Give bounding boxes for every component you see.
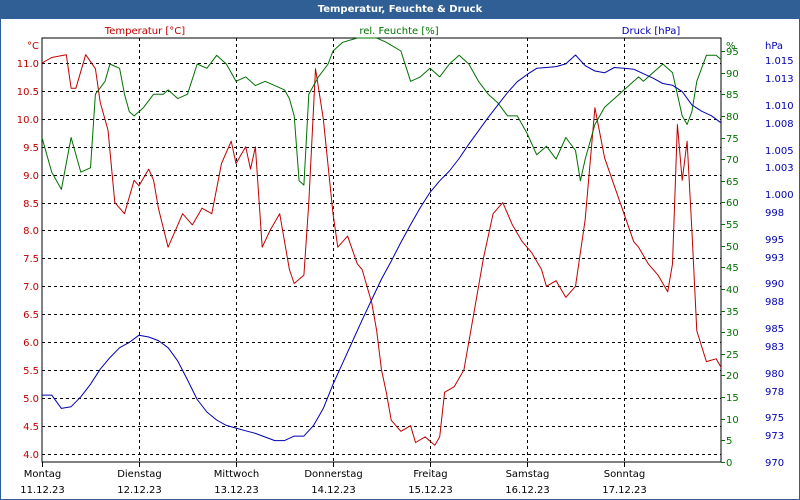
pressure-tick-label: 1.015 bbox=[765, 56, 794, 67]
pressure-tick-label: 985 bbox=[765, 324, 784, 335]
humidity-tick-label: 60 bbox=[726, 198, 739, 209]
temperature-tick-label: 9.5 bbox=[23, 143, 39, 154]
temperature-tick-label: 10.0 bbox=[17, 115, 39, 126]
humidity-tick-label: 75 bbox=[726, 134, 739, 145]
plot-area bbox=[41, 37, 722, 463]
x-day-label: Mittwoch bbox=[214, 469, 259, 480]
temperature-tick-label: 11.0 bbox=[17, 59, 39, 70]
humidity-tick-label: 30 bbox=[726, 328, 739, 339]
x-date-label: 17.12.23 bbox=[602, 485, 647, 496]
temperature-tick-label: 9.0 bbox=[23, 171, 39, 182]
temperature-tick-label: 6.0 bbox=[23, 338, 39, 349]
x-day-label: Montag bbox=[24, 469, 61, 480]
pressure-tick-label: 990 bbox=[765, 279, 784, 290]
x-date-label: 16.12.23 bbox=[505, 485, 550, 496]
humidity-tick-label: 85 bbox=[726, 90, 739, 101]
humidity-tick-label: 45 bbox=[726, 263, 739, 274]
humidity-tick-label: 35 bbox=[726, 307, 739, 318]
humidity-unit-label: % bbox=[726, 41, 736, 52]
legend-humidity: rel. Feuchte [%] bbox=[359, 26, 438, 37]
pressure-tick-label: 983 bbox=[765, 342, 784, 353]
temperature-tick-label: 4.5 bbox=[23, 422, 39, 433]
humidity-tick-label: 65 bbox=[726, 177, 739, 188]
temperature-tick-label: 8.0 bbox=[23, 226, 39, 237]
x-date-label: 13.12.23 bbox=[214, 485, 259, 496]
chart-title: Temperatur, Feuchte & Druck bbox=[1, 1, 799, 19]
legend-temperature: Temperatur [°C] bbox=[104, 26, 185, 37]
humidity-tick-label: 40 bbox=[726, 285, 739, 296]
temperature-tick-label: 10.5 bbox=[17, 87, 39, 98]
x-day-label: Sonntag bbox=[604, 469, 646, 480]
pressure-tick-label: 973 bbox=[765, 431, 784, 442]
humidity-tick-label: 20 bbox=[726, 371, 739, 382]
temperature-tick-label: 7.5 bbox=[23, 254, 39, 265]
temperature-unit-label: °C bbox=[27, 41, 39, 52]
pressure-series-line bbox=[42, 54, 722, 442]
x-date-label: 14.12.23 bbox=[311, 485, 356, 496]
humidity-series-line bbox=[41, 37, 722, 190]
pressure-tick-label: 993 bbox=[765, 253, 784, 264]
humidity-tick-label: 15 bbox=[726, 393, 739, 404]
humidity-tick-label: 80 bbox=[726, 112, 739, 123]
pressure-tick-label: 998 bbox=[765, 208, 784, 219]
temperature-tick-label: 4.0 bbox=[23, 450, 39, 461]
humidity-tick-label: 5 bbox=[726, 436, 732, 447]
x-day-label: Donnerstag bbox=[304, 469, 362, 480]
temperature-tick-label: 8.5 bbox=[23, 199, 39, 210]
humidity-tick-label: 0 bbox=[726, 458, 732, 469]
humidity-tick-label: 55 bbox=[726, 220, 739, 231]
pressure-tick-label: 978 bbox=[765, 387, 784, 398]
temperature-tick-label: 5.0 bbox=[23, 394, 39, 405]
humidity-tick-label: 90 bbox=[726, 69, 739, 80]
humidity-tick-label: 70 bbox=[726, 155, 739, 166]
x-date-label: 15.12.23 bbox=[408, 485, 453, 496]
pressure-tick-label: 1.003 bbox=[765, 163, 794, 174]
pressure-tick-label: 1.008 bbox=[765, 119, 794, 130]
humidity-tick-label: 25 bbox=[726, 350, 739, 361]
pressure-tick-label: 1.010 bbox=[765, 101, 794, 112]
pressure-tick-label: 995 bbox=[765, 235, 784, 246]
x-day-label: Freitag bbox=[413, 469, 447, 480]
pressure-tick-label: 1.013 bbox=[765, 74, 794, 85]
legend-pressure: Druck [hPa] bbox=[622, 26, 681, 37]
x-day-label: Dienstag bbox=[117, 469, 162, 480]
pressure-tick-label: 975 bbox=[765, 413, 784, 424]
x-date-label: 12.12.23 bbox=[117, 485, 162, 496]
temperature-tick-label: 5.5 bbox=[23, 366, 39, 377]
x-day-label: Samstag bbox=[506, 469, 550, 480]
pressure-tick-label: 980 bbox=[765, 369, 784, 380]
pressure-unit-label: hPa bbox=[765, 41, 783, 52]
temperature-tick-label: 7.0 bbox=[23, 282, 39, 293]
humidity-tick-label: 10 bbox=[726, 415, 739, 426]
pressure-tick-label: 1.000 bbox=[765, 190, 794, 201]
temperature-tick-label: 6.5 bbox=[23, 310, 39, 321]
pressure-tick-label: 970 bbox=[765, 458, 784, 469]
pressure-tick-label: 988 bbox=[765, 297, 784, 308]
humidity-tick-label: 95 bbox=[726, 47, 739, 58]
temperature-series-line bbox=[41, 54, 722, 446]
pressure-tick-label: 1.005 bbox=[765, 146, 794, 157]
x-date-label: 11.12.23 bbox=[20, 485, 65, 496]
humidity-tick-label: 50 bbox=[726, 242, 739, 253]
